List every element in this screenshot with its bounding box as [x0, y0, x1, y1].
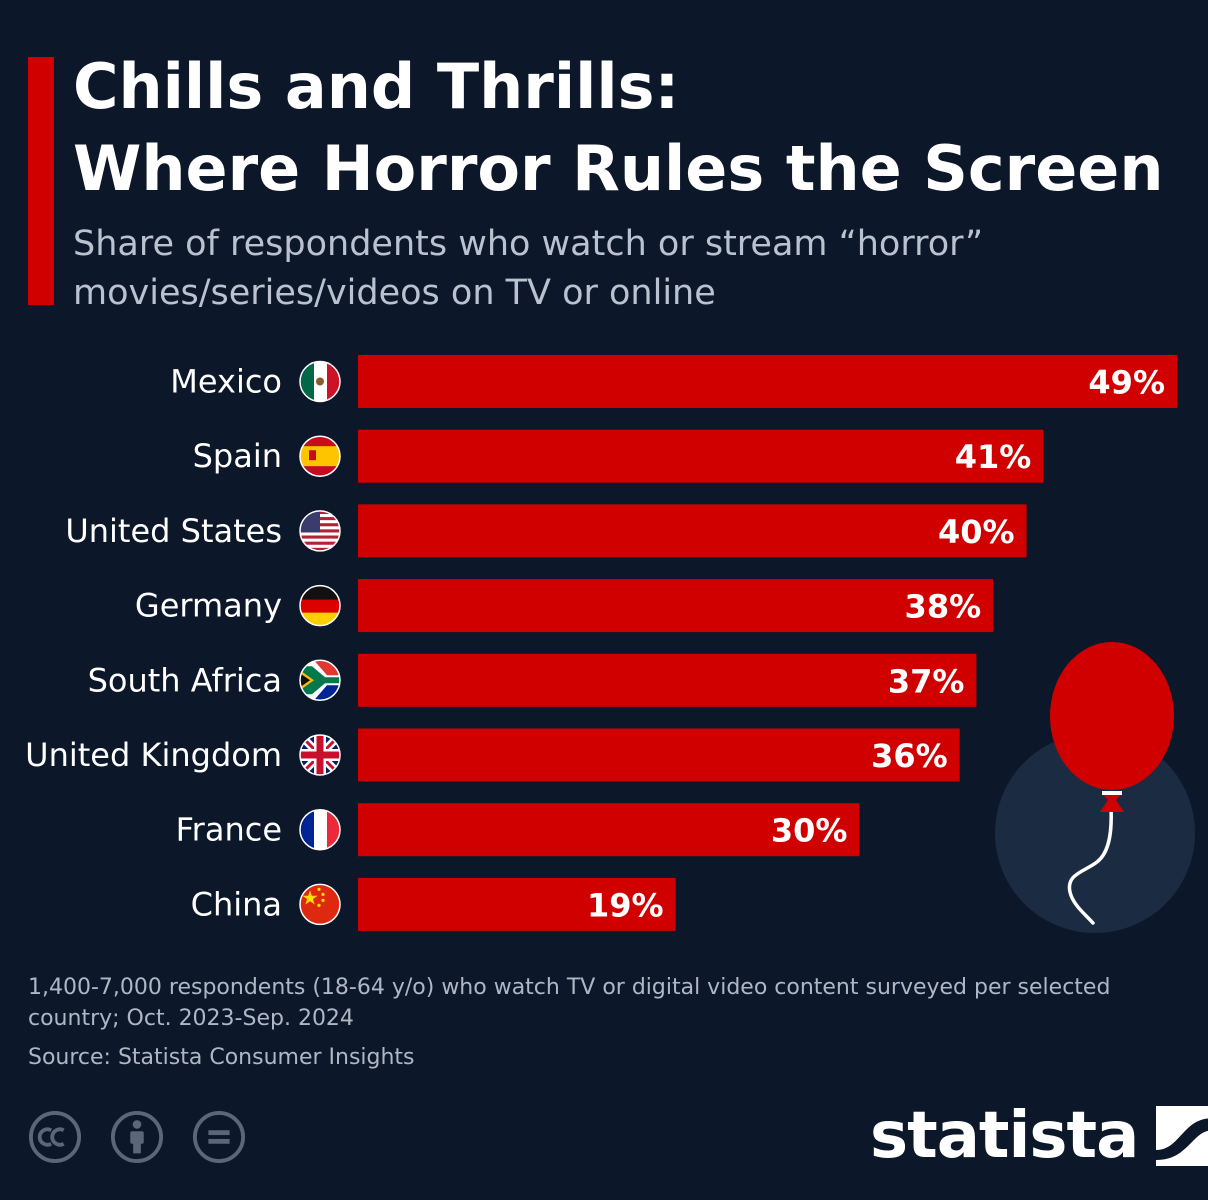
value-label-united-kingdom: 36% — [871, 737, 948, 775]
chart-subtitle-line-1: Share of respondents who watch or stream… — [73, 224, 984, 264]
title-accent-bar — [28, 57, 54, 305]
balloon-knot — [1100, 795, 1124, 812]
bar-row-china: 19% China — [191, 877, 676, 931]
bar-china[interactable] — [358, 877, 676, 931]
germany-flag-icon — [299, 584, 341, 627]
bar-row-germany: 38% Germany — [135, 579, 994, 633]
chart-subtitle-line-2: movies/series/videos on TV or online — [73, 273, 716, 313]
bar-united-kingdom[interactable] — [358, 728, 960, 782]
bar-united-states[interactable] — [358, 504, 1027, 558]
bar-germany[interactable] — [358, 579, 994, 633]
bar-france[interactable] — [358, 803, 860, 857]
balloon-backdrop-circle — [995, 733, 1195, 933]
bar-mexico[interactable] — [358, 355, 1177, 408]
value-label-france: 30% — [771, 812, 848, 850]
category-label-germany: Germany — [135, 587, 282, 625]
chart-title-line-1: Chills and Thrills: — [73, 50, 680, 123]
footnote-line-1: 1,400-7,000 respondents (18-64 y/o) who … — [28, 975, 1111, 1000]
balloon-icon — [995, 642, 1195, 933]
spain-flag-icon — [299, 435, 341, 477]
united-kingdom-flag-icon — [299, 734, 341, 776]
brand-name: statista — [870, 1099, 1139, 1173]
value-label-china: 19% — [587, 886, 664, 924]
bar-series: 49% Mexico 41% Spain 40% United States 38% Germ… — [25, 355, 1177, 931]
south-africa-flag-icon — [299, 659, 341, 702]
balloon-body — [1050, 642, 1174, 790]
category-label-mexico: Mexico — [170, 363, 282, 401]
value-label-south-africa: 37% — [888, 662, 965, 700]
license-icons — [28, 1110, 246, 1164]
mexico-flag-icon — [299, 360, 341, 403]
horror-bar-chart: 49% Mexico 41% Spain 40% United States 38% Germ… — [25, 355, 1195, 933]
bar-south-africa[interactable] — [358, 653, 977, 707]
value-label-united-states: 40% — [938, 513, 1015, 551]
source-note: Source: Statista Consumer Insights — [28, 1045, 415, 1070]
value-label-mexico: 49% — [1088, 364, 1165, 402]
china-flag-icon — [299, 883, 341, 926]
footnote-line-2: country; Oct. 2023-Sep. 2024 — [28, 1006, 354, 1031]
chart-subtitle: Share of respondents who watch or stream… — [73, 220, 983, 318]
category-label-united-kingdom: United Kingdom — [25, 736, 282, 774]
category-label-united-states: United States — [65, 512, 282, 550]
value-label-germany: 38% — [905, 588, 982, 626]
chart-title-line-2: Where Horror Rules the Screen — [73, 132, 1164, 205]
footnote: 1,400-7,000 respondents (18-64 y/o) who … — [28, 972, 1110, 1034]
bar-row-mexico: 49% Mexico — [170, 355, 1177, 408]
value-label-spain: 41% — [955, 438, 1032, 476]
category-label-south-africa: South Africa — [88, 661, 282, 699]
attribution-icon[interactable] — [110, 1110, 164, 1164]
united-states-flag-icon — [299, 510, 341, 552]
statista-mark-icon — [1156, 1106, 1208, 1166]
category-label-china: China — [191, 885, 282, 923]
bar-row-spain: 41% Spain — [193, 429, 1044, 483]
bar-row-south-africa: 37% South Africa — [88, 653, 977, 707]
cc-icon[interactable] — [28, 1110, 82, 1164]
balloon-string — [1067, 806, 1113, 925]
balloon-knot-ring — [1102, 791, 1122, 795]
bar-row-united-states: 40% United States — [65, 504, 1027, 558]
statista-logo[interactable]: statista — [870, 1100, 1208, 1172]
category-label-france: France — [176, 811, 282, 849]
chart-title: Chills and Thrills: Where Horror Rules t… — [73, 46, 1163, 210]
bar-row-united-kingdom: 36% United Kingdom — [25, 728, 960, 782]
france-flag-icon — [299, 808, 341, 851]
no-derivatives-icon[interactable] — [192, 1110, 246, 1164]
bar-spain[interactable] — [358, 429, 1044, 483]
category-label-spain: Spain — [193, 437, 282, 475]
bar-row-france: 30% France — [176, 803, 860, 857]
